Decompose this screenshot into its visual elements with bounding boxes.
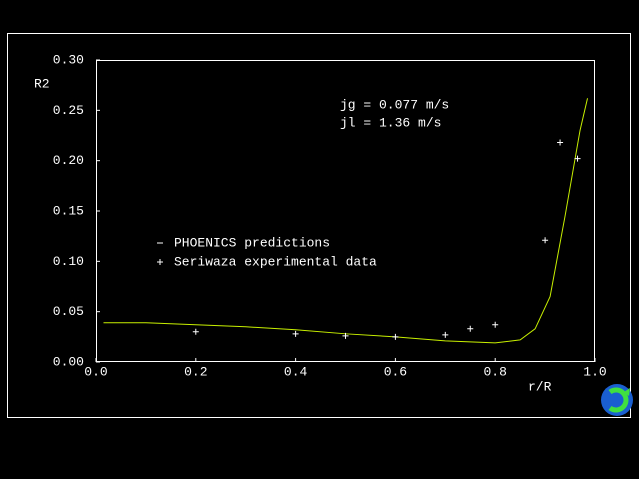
- data-point: [292, 330, 299, 337]
- y-tick-label: 0.20: [53, 153, 84, 168]
- annotation: jl = 1.36 m/s: [340, 115, 441, 130]
- y-tick-label: 0.15: [53, 203, 84, 218]
- data-point: [542, 237, 549, 244]
- annotation: jg = 0.077 m/s: [340, 97, 449, 112]
- legend-label: Seriwaza experimental data: [174, 254, 377, 269]
- x-axis-label: r/R: [528, 379, 552, 394]
- data-point: [574, 155, 581, 162]
- logo-arrowhead: [624, 388, 630, 396]
- data-point: [557, 139, 564, 146]
- y-tick-label: 0.30: [53, 52, 84, 67]
- data-point: [342, 332, 349, 339]
- data-point: [492, 321, 499, 328]
- data-point: [442, 331, 449, 338]
- y-tick-label: 0.05: [53, 304, 84, 319]
- logo: [601, 384, 633, 416]
- outer-frame: [7, 33, 631, 418]
- legend-symbol: [157, 259, 163, 265]
- logo-arrow: [608, 387, 629, 413]
- x-tick-label: 0.8: [483, 364, 506, 379]
- y-tick-label: 0.25: [53, 103, 84, 118]
- x-tick-label: 0.4: [284, 364, 308, 379]
- legend-label: PHOENICS predictions: [174, 235, 330, 250]
- x-tick-label: 0.2: [184, 364, 207, 379]
- data-point: [192, 328, 199, 335]
- y-axis-label: R2: [34, 76, 50, 91]
- data-point: [467, 325, 474, 332]
- x-tick-label: 0.0: [84, 364, 107, 379]
- x-tick-label: 0.6: [384, 364, 407, 379]
- x-tick-label: 1.0: [583, 364, 606, 379]
- y-tick-label: 0.00: [53, 354, 84, 369]
- data-point: [392, 333, 399, 340]
- y-tick-label: 0.10: [53, 254, 84, 269]
- data-line: [103, 98, 589, 344]
